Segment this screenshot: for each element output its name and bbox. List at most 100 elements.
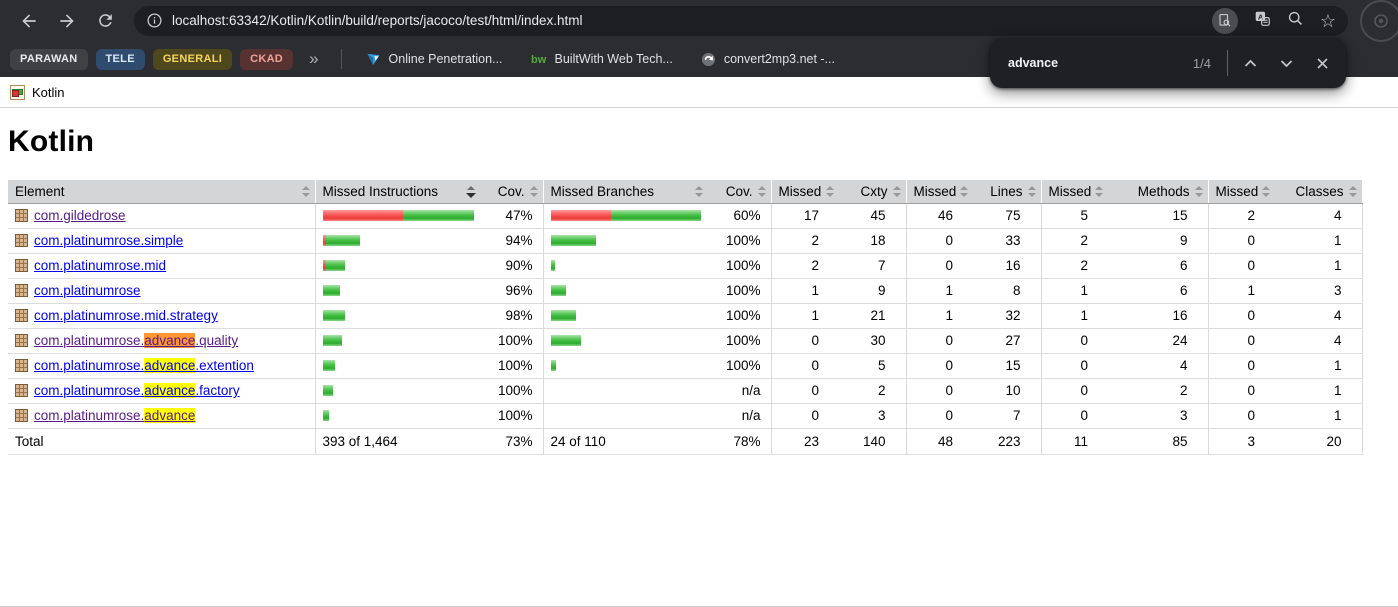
package-link[interactable]: com.platinumrose.mid.strategy <box>34 308 218 323</box>
coverage-bar <box>322 406 481 426</box>
metric-cell: 7 <box>839 253 906 279</box>
column-header-4[interactable]: Cov. <box>708 180 771 204</box>
metric-cell: 1 <box>1275 228 1363 254</box>
metric-cell: 32 <box>973 303 1041 329</box>
find-close-button[interactable] <box>1304 45 1340 81</box>
zoom-icon[interactable] <box>1287 10 1304 32</box>
total-metric-cell: 223 <box>973 427 1041 455</box>
bookmark-convert2mp3[interactable]: convert2mp3.net -... <box>691 52 845 67</box>
package-link[interactable]: com.platinumrose.advance.quality <box>34 333 239 348</box>
translate-icon[interactable]: A <box>1254 10 1271 32</box>
tab-group-chip-generali[interactable]: GENERALI <box>152 48 233 70</box>
bookmark-star-icon[interactable]: ☆ <box>1319 10 1336 31</box>
package-link[interactable]: com.platinumrose.advance.extention <box>34 358 254 373</box>
column-header-2[interactable]: Cov. <box>480 180 543 204</box>
branches-bar-cell <box>542 228 709 254</box>
instructions-coverage-cell: 47% <box>480 203 543 229</box>
coverage-bar <box>550 206 709 226</box>
tab-group-chip-ckad[interactable]: CKAD <box>240 48 294 70</box>
instructions-bar-cell <box>314 328 480 354</box>
find-in-page-bar: advance 1/4 <box>990 38 1346 88</box>
find-document-icon[interactable] <box>1211 7 1238 34</box>
covered-bar-segment <box>550 310 576 321</box>
tab-group-chip-parawan[interactable]: PARAWAN <box>10 48 88 70</box>
metric-cell: 0 <box>1207 353 1275 379</box>
covered-bar-segment <box>325 235 360 246</box>
total-metric-cell: 48 <box>905 427 973 455</box>
forward-button[interactable] <box>50 4 84 38</box>
column-header-label: Missed <box>1215 183 1259 199</box>
reload-button[interactable] <box>88 4 122 38</box>
column-header-6[interactable]: Cxty <box>839 180 906 204</box>
metric-cell: 1 <box>1040 303 1108 329</box>
metric-cell: 1 <box>905 278 973 304</box>
column-header-5[interactable]: Missed <box>770 180 839 204</box>
metric-cell: 2 <box>770 253 839 279</box>
missed-bar-segment <box>322 210 403 221</box>
coverage-bar <box>550 231 709 251</box>
metric-cell: 1 <box>1275 253 1363 279</box>
metric-cell: 0 <box>905 253 973 279</box>
branches-coverage-cell: 100% <box>708 253 771 279</box>
coverage-table-body: com.gildedrose 47% 60% 17 45 46 75 5 15 2 4 com.pla… <box>8 203 1363 429</box>
package-cell: com.platinumrose.simple <box>8 228 315 254</box>
back-button[interactable] <box>12 4 46 38</box>
find-query-text[interactable]: advance <box>1008 56 1059 70</box>
bookmarks-overflow-chevron[interactable]: » <box>309 49 319 68</box>
column-header-3[interactable]: Missed Branches <box>542 180 708 204</box>
branches-coverage-cell: n/a <box>708 378 771 404</box>
package-link[interactable]: com.platinumrose.advance <box>34 408 196 423</box>
instructions-coverage-cell: 96% <box>480 278 543 304</box>
find-previous-button[interactable] <box>1232 45 1268 81</box>
metric-cell: 6 <box>1108 253 1208 279</box>
total-metric-cell: 85 <box>1108 427 1208 455</box>
covered-bar-segment <box>322 410 329 421</box>
package-link[interactable]: com.platinumrose.advance.factory <box>34 383 240 398</box>
metric-cell: 2 <box>1040 253 1108 279</box>
address-bar[interactable]: localhost:63342/Kotlin/Kotlin/build/repo… <box>134 5 1348 36</box>
column-header-7[interactable]: Missed <box>905 180 973 204</box>
metric-cell: 45 <box>839 203 906 229</box>
find-next-button[interactable] <box>1268 45 1304 81</box>
covered-bar-segment <box>610 210 701 221</box>
coverage-bar <box>322 306 481 326</box>
bookmark-label: BuiltWith Web Tech... <box>554 52 673 66</box>
package-cell: com.platinumrose.advance <box>8 403 315 429</box>
covered-bar-segment <box>550 235 596 246</box>
package-link[interactable]: com.platinumrose.simple <box>34 233 184 248</box>
total-label-cell: Total <box>8 427 315 455</box>
bookmark-label: convert2mp3.net -... <box>723 52 836 66</box>
metric-cell: 2 <box>770 228 839 254</box>
bookmark-builtwith[interactable]: bw BuiltWith Web Tech... <box>521 51 683 67</box>
sort-icon <box>757 185 766 198</box>
globe-icon <box>701 52 715 66</box>
column-header-label: Cov. <box>725 183 753 199</box>
site-info-icon[interactable] <box>146 12 163 29</box>
table-row: com.platinumrose.mid.strategy 98% 100% 1 21 1… <box>8 303 1363 329</box>
column-header-8[interactable]: Lines <box>973 180 1041 204</box>
package-link[interactable]: com.gildedrose <box>34 208 126 223</box>
column-header-10[interactable]: Methods <box>1108 180 1208 204</box>
metric-cell: 1 <box>1207 278 1275 304</box>
column-header-9[interactable]: Missed <box>1040 180 1108 204</box>
metric-cell: 2 <box>1040 228 1108 254</box>
column-header-11[interactable]: Missed <box>1207 180 1275 204</box>
column-header-label: Cxty <box>860 183 888 199</box>
coverage-bar <box>322 281 481 301</box>
reload-icon <box>98 14 112 27</box>
forward-arrow-icon <box>60 13 74 28</box>
package-link[interactable]: com.platinumrose <box>34 283 141 298</box>
profile-icon[interactable] <box>1360 0 1398 42</box>
metric-cell: 16 <box>973 253 1041 279</box>
column-header-0[interactable]: Element <box>8 180 315 204</box>
package-link[interactable]: com.platinumrose.mid <box>34 258 167 273</box>
metric-cell: 15 <box>1108 203 1208 229</box>
column-header-12[interactable]: Classes <box>1275 180 1363 204</box>
tab-group-chip-tele[interactable]: TELE <box>95 48 145 70</box>
column-header-label: Missed Instructions <box>322 183 439 199</box>
bookmark-online-penetration[interactable]: Online Penetration... <box>356 52 513 67</box>
metric-cell: 1 <box>770 278 839 304</box>
column-header-1[interactable]: Missed Instructions <box>314 180 480 204</box>
instructions-bar-cell <box>314 278 481 304</box>
